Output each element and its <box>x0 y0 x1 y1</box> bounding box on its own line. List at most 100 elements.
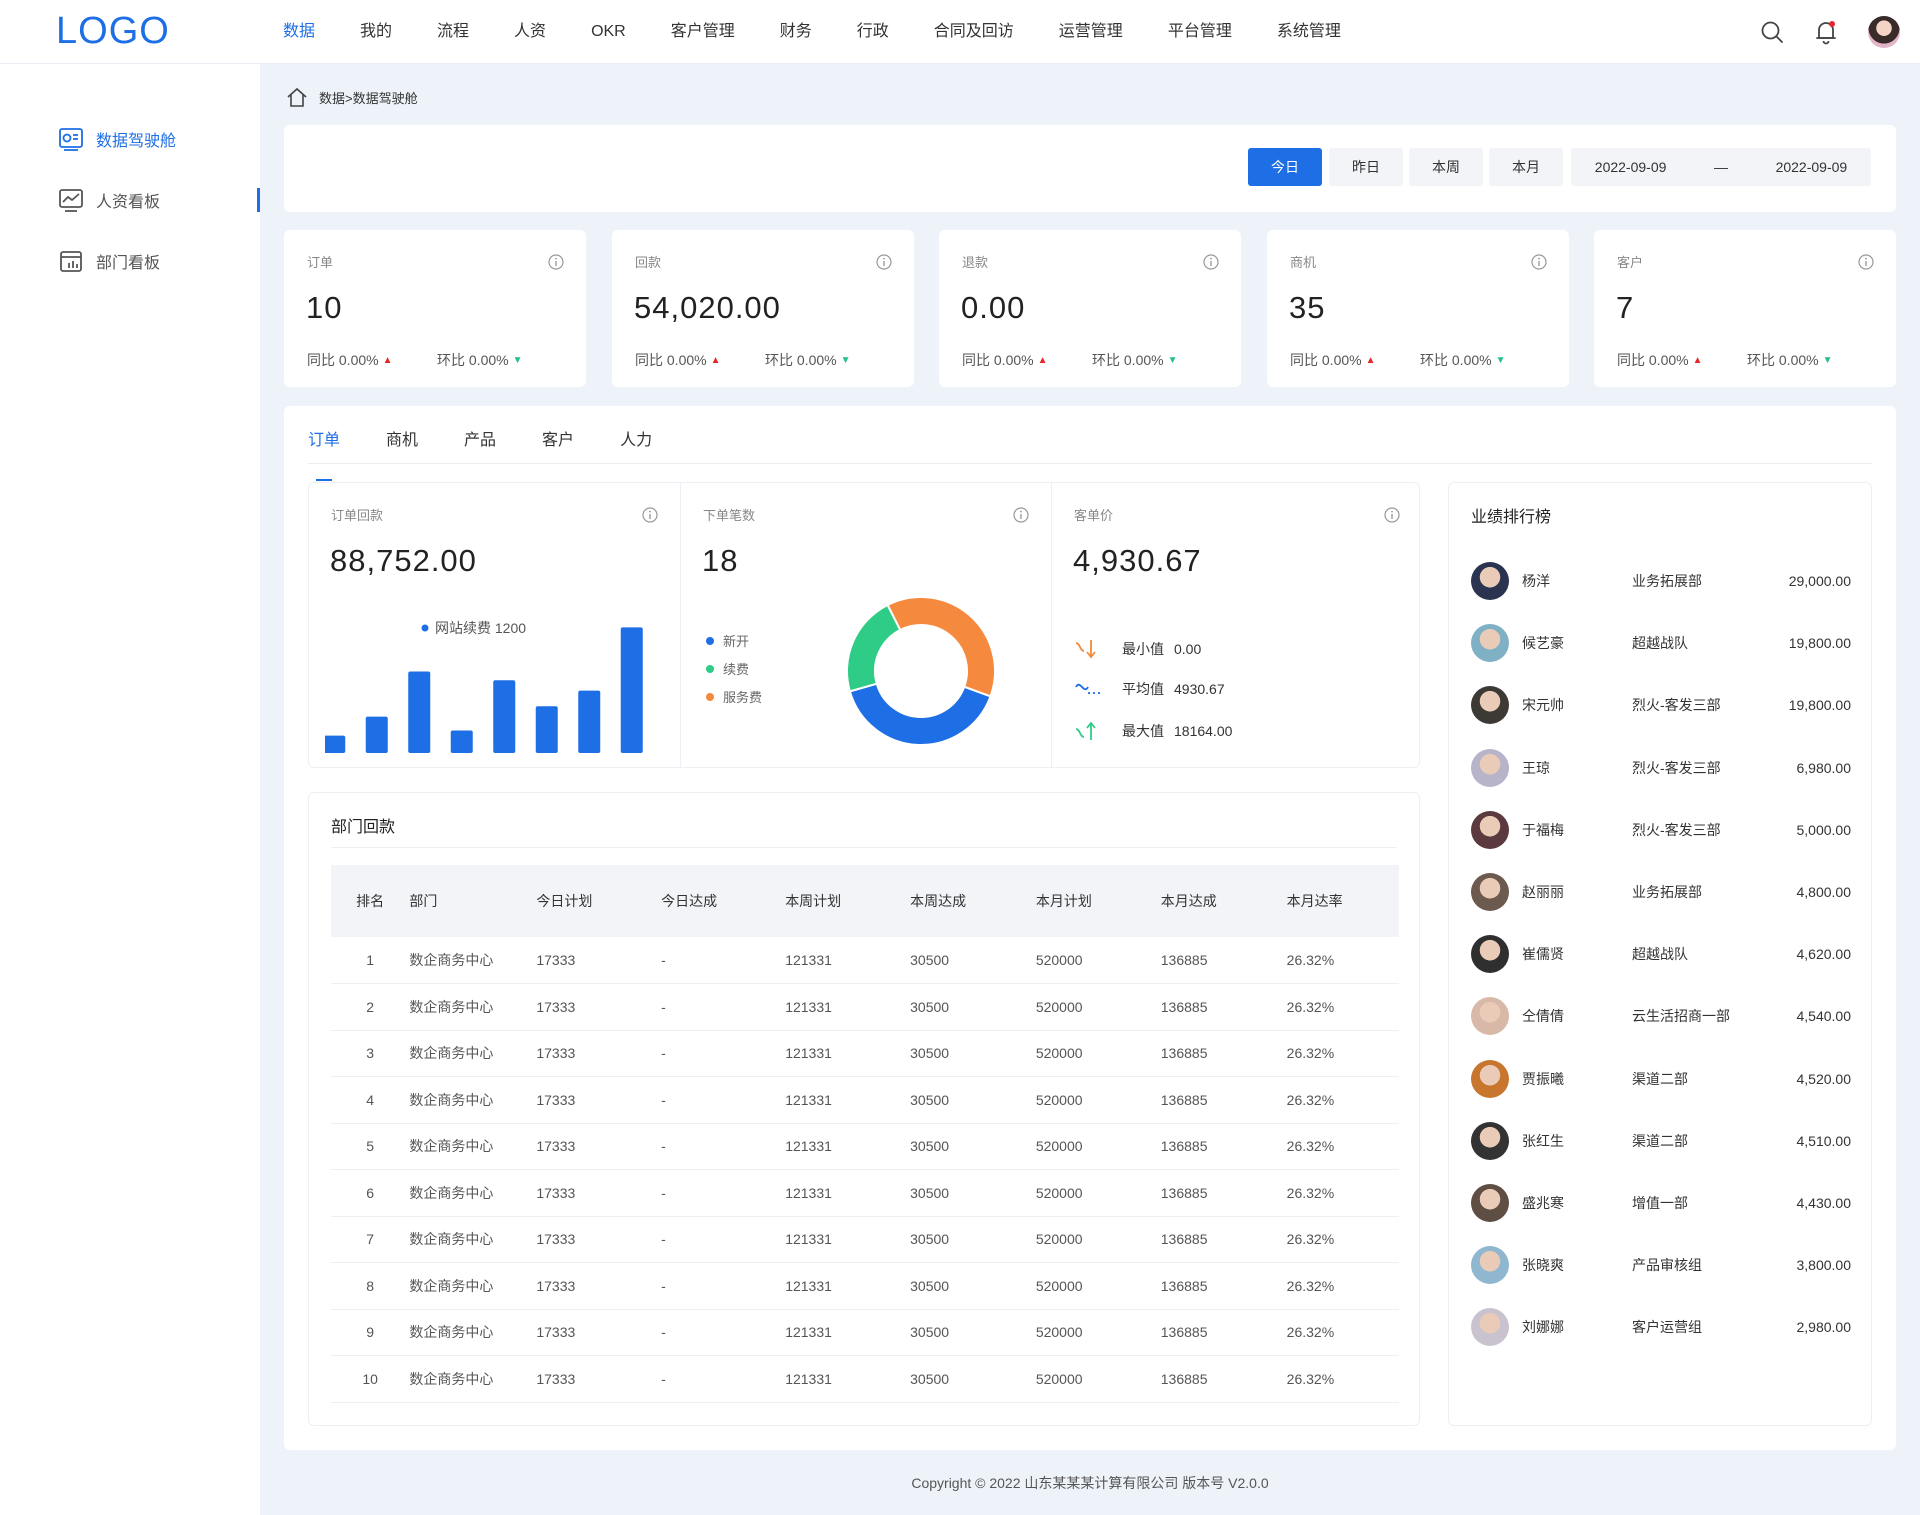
table-cell: 数企商务中心 <box>409 1123 537 1170</box>
tab-opportunities[interactable]: 商机 <box>386 432 419 449</box>
filter-yesterday-button[interactable]: 昨日 <box>1329 148 1403 186</box>
info-icon[interactable] <box>876 254 892 270</box>
table-cell: 17333 <box>536 1030 662 1077</box>
nav-item-customer[interactable]: 客户管理 <box>670 23 735 40</box>
table-cell: 17333 <box>536 937 662 984</box>
kpi-yoy: 同比 0.00% <box>1617 352 1689 368</box>
info-icon[interactable] <box>1384 507 1400 523</box>
nav-item-system[interactable]: 系统管理 <box>1276 23 1341 40</box>
legend-item[interactable]: 新开 <box>706 631 749 650</box>
table-cell: 6 <box>331 1169 410 1217</box>
nav-item-admin[interactable]: 行政 <box>856 23 889 40</box>
nav-item-mine[interactable]: 我的 <box>360 23 393 40</box>
bar-2[interactable] <box>365 716 388 753</box>
table-header-row: 排名 部门 今日计划 今日达成 本周计划 本周达成 本月计划 本月达成 本月达率 <box>331 865 1399 937</box>
ranking-row[interactable]: 于福梅 烈火-客发三部 5,000.00 <box>1471 810 1851 850</box>
min-value-row: 最小值 0.00 <box>1074 637 1201 661</box>
ranking-row[interactable]: 贾振曦 渠道二部 4,520.00 <box>1471 1059 1851 1099</box>
table-row[interactable]: 5 数企商务中心 17333-121331 30500 520000 136885 26.3… <box>331 1123 1399 1170</box>
info-icon[interactable] <box>548 254 564 270</box>
nav-item-contract[interactable]: 合同及回访 <box>933 23 1014 40</box>
ranking-row[interactable]: 候艺豪 超越战队 19,800.00 <box>1471 623 1851 663</box>
legend-label: 新开 <box>723 634 750 649</box>
info-icon[interactable] <box>1013 507 1029 523</box>
logo[interactable]: LOGO <box>56 10 170 52</box>
table-row[interactable]: 3 数企商务中心 17333-121331 30500 520000 136885 26.3… <box>331 1030 1399 1077</box>
ranking-row[interactable]: 张红生 渠道二部 4,510.00 <box>1471 1121 1851 1161</box>
ranking-dept: 烈火-客发三部 <box>1632 821 1721 838</box>
user-avatar[interactable] <box>1868 16 1900 48</box>
nav-item-hr[interactable]: 人资 <box>514 23 547 40</box>
ranking-row[interactable]: 仝倩倩 云生活招商一部 4,540.00 <box>1471 996 1851 1036</box>
date-start[interactable]: 2022-09-09 <box>1594 159 1667 175</box>
ranking-amount: 4,620.00 <box>1796 946 1852 963</box>
sidebar-item-hr-board[interactable]: 人资看板 <box>58 185 160 215</box>
bar-3[interactable] <box>408 671 431 753</box>
table-row[interactable]: 6 数企商务中心 17333-121331 30500 520000 136885 26.3… <box>331 1169 1399 1217</box>
filter-today-button[interactable]: 今日 <box>1248 148 1322 186</box>
bell-icon[interactable] <box>1814 19 1838 45</box>
info-icon[interactable] <box>1203 254 1219 270</box>
ranking-dept: 渠道二部 <box>1632 1070 1688 1087</box>
table-cell: 30500 <box>910 1169 1036 1217</box>
tab-hr[interactable]: 人力 <box>620 432 653 449</box>
nav-item-operations[interactable]: 运营管理 <box>1058 23 1123 40</box>
nav-item-finance[interactable]: 财务 <box>779 23 812 40</box>
nav-item-okr[interactable]: OKR <box>591 23 626 40</box>
donut-slice-服务费[interactable] <box>886 596 996 698</box>
donut-slice-续费[interactable] <box>846 603 902 693</box>
bar-5[interactable] <box>493 680 516 753</box>
ranking-row[interactable]: 崔儒贤 超越战队 4,620.00 <box>1471 934 1851 974</box>
ranking-row[interactable]: 盛兆寒 增值一部 4,430.00 <box>1471 1183 1851 1223</box>
table-cell: 5 <box>331 1123 410 1170</box>
legend-item[interactable]: 服务费 <box>706 687 762 706</box>
donut-slice-新开[interactable] <box>848 682 992 746</box>
sidebar-item-data-cockpit[interactable]: 数据驾驶舱 <box>58 124 176 154</box>
info-icon[interactable] <box>1531 254 1547 270</box>
ranking-row[interactable]: 赵丽丽 业务拓展部 4,800.00 <box>1471 872 1851 912</box>
legend-item[interactable]: 续费 <box>706 659 749 678</box>
table-row[interactable]: 2 数企商务中心 17333-121331 30500 520000 136885 26.3… <box>331 983 1399 1031</box>
ranking-row[interactable]: 杨洋 业务拓展部 29,000.00 <box>1471 561 1851 601</box>
table-row[interactable]: 7 数企商务中心 17333-121331 30500 520000 136885 26.3… <box>331 1216 1399 1263</box>
tooltip-dot <box>421 624 429 632</box>
table-cell: 26.32% <box>1286 1355 1399 1403</box>
tab-customers[interactable]: 客户 <box>542 432 575 449</box>
table-row[interactable]: 9 数企商务中心 17333-121331 30500 520000 136885 26.3… <box>331 1309 1399 1356</box>
breadcrumb-path[interactable]: 数据>数据驾驶舱 <box>319 90 418 106</box>
ranking-row[interactable]: 张晓爽 产品审核组 3,800.00 <box>1471 1245 1851 1285</box>
table-cell: 数企商务中心 <box>409 1076 537 1124</box>
nav-item-process[interactable]: 流程 <box>437 23 470 40</box>
table-row[interactable]: 8 数企商务中心 17333-121331 30500 520000 136885 26.3… <box>331 1262 1399 1310</box>
info-icon[interactable] <box>642 507 658 523</box>
info-icon[interactable] <box>1858 254 1874 270</box>
filter-month-button[interactable]: 本月 <box>1489 148 1563 186</box>
table-cell: 121331 <box>785 983 911 1031</box>
sidebar-item-dept-board[interactable]: 部门看板 <box>58 246 160 276</box>
filter-week-button[interactable]: 本周 <box>1409 148 1483 186</box>
kpi-title: 商机 <box>1290 255 1317 270</box>
nav-item-platform[interactable]: 平台管理 <box>1167 23 1232 40</box>
tab-products[interactable]: 产品 <box>464 432 497 449</box>
nav-item-data[interactable]: 数据 <box>283 23 316 40</box>
bar-8[interactable] <box>620 627 643 753</box>
ranking-row[interactable]: 宋元帅 烈火-客发三部 19,800.00 <box>1471 685 1851 725</box>
table-row[interactable]: 10 数企商务中心 17333-121331 30500 520000 136885 26.… <box>331 1355 1399 1403</box>
tab-orders[interactable]: 订单 <box>308 426 340 481</box>
table-row[interactable]: 1 数企商务中心 17333-121331 30500 520000 136885 26.3… <box>331 937 1399 984</box>
bar-4[interactable] <box>450 730 473 753</box>
bar-6[interactable] <box>535 706 558 753</box>
date-end[interactable]: 2022-09-09 <box>1775 159 1848 175</box>
up-arrow-icon: ▲ <box>1692 354 1703 366</box>
table-cell: 30500 <box>910 1216 1036 1263</box>
ranking-name: 于福梅 <box>1522 821 1564 838</box>
home-icon[interactable] <box>285 86 309 108</box>
table-cell: 17333 <box>536 1309 662 1356</box>
date-range-picker[interactable]: 2022-09-09 — 2022-09-09 <box>1571 148 1871 186</box>
search-icon[interactable] <box>1760 20 1784 44</box>
ranking-row[interactable]: 刘娜娜 客户运营组 2,980.00 <box>1471 1307 1851 1347</box>
bar-7[interactable] <box>578 690 601 753</box>
table-row[interactable]: 4 数企商务中心 17333-121331 30500 520000 136885 26.3… <box>331 1076 1399 1124</box>
ranking-row[interactable]: 王琼 烈火-客发三部 6,980.00 <box>1471 748 1851 788</box>
bar-1[interactable] <box>325 735 346 753</box>
